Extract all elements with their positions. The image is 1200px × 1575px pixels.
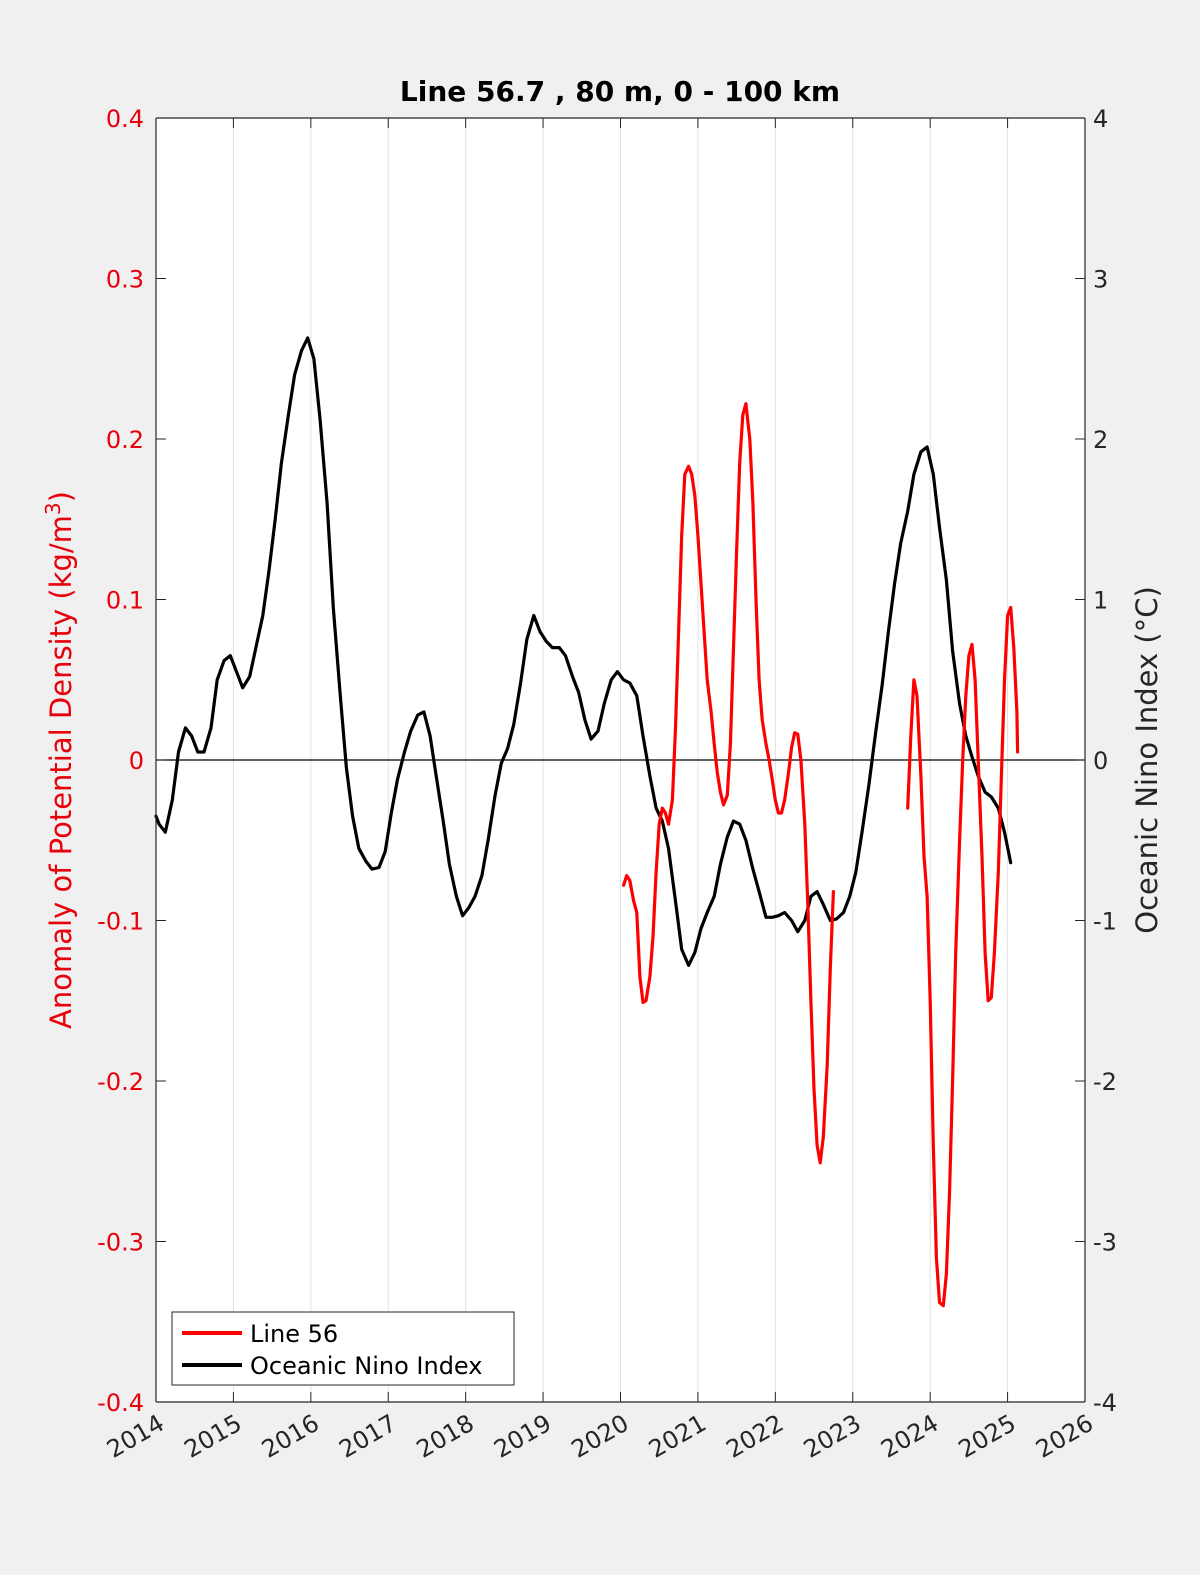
legend-label-oni: Oceanic Nino Index [250,1352,482,1380]
series-line-oceanic-nino-index [154,336,1013,967]
y-left-tick-label: -0.4 [97,1389,144,1417]
y-left-tick-label: 0 [129,747,144,775]
legend-label-line56: Line 56 [250,1320,338,1348]
chart-title: Line 56.7 , 80 m, 0 - 100 km [400,75,840,108]
y-left-tick-label: -0.3 [97,1229,144,1257]
series-line-line-56 [906,678,929,898]
y-left-tick-label: 0.1 [106,587,144,615]
y-left-tick-label: 0.2 [106,426,144,454]
y-right-tick-label: -1 [1093,908,1117,936]
y-right-tick-label: -3 [1093,1229,1117,1257]
y-right-tick-label: 0 [1093,747,1108,775]
y-right-tick-label: 4 [1093,105,1108,133]
legend: Line 56 Oceanic Nino Index [171,1311,515,1386]
series-line-line-56 [925,605,1020,1308]
y-left-tick-label: 0.3 [106,266,144,294]
y-right-tick-label: 3 [1093,266,1108,294]
y-right-tick-label: 2 [1093,426,1108,454]
series-layer [154,336,1020,1308]
series-line-line-56 [622,402,835,1165]
y-right-tick-label: 1 [1093,587,1108,615]
y-axis-left-label: Anomaly of Potential Density (kg/m3) [41,491,78,1029]
y-left-tick-label: -0.1 [97,908,144,936]
y-left-tick-label: -0.2 [97,1068,144,1096]
y-axis-right-label: Oceanic Nino Index (°C) [1130,586,1164,934]
y-left-tick-label: 0.4 [106,105,144,133]
legend-box [171,1311,515,1386]
y-right-tick-label: -4 [1093,1389,1117,1417]
y-right-tick-label: -2 [1093,1068,1117,1096]
